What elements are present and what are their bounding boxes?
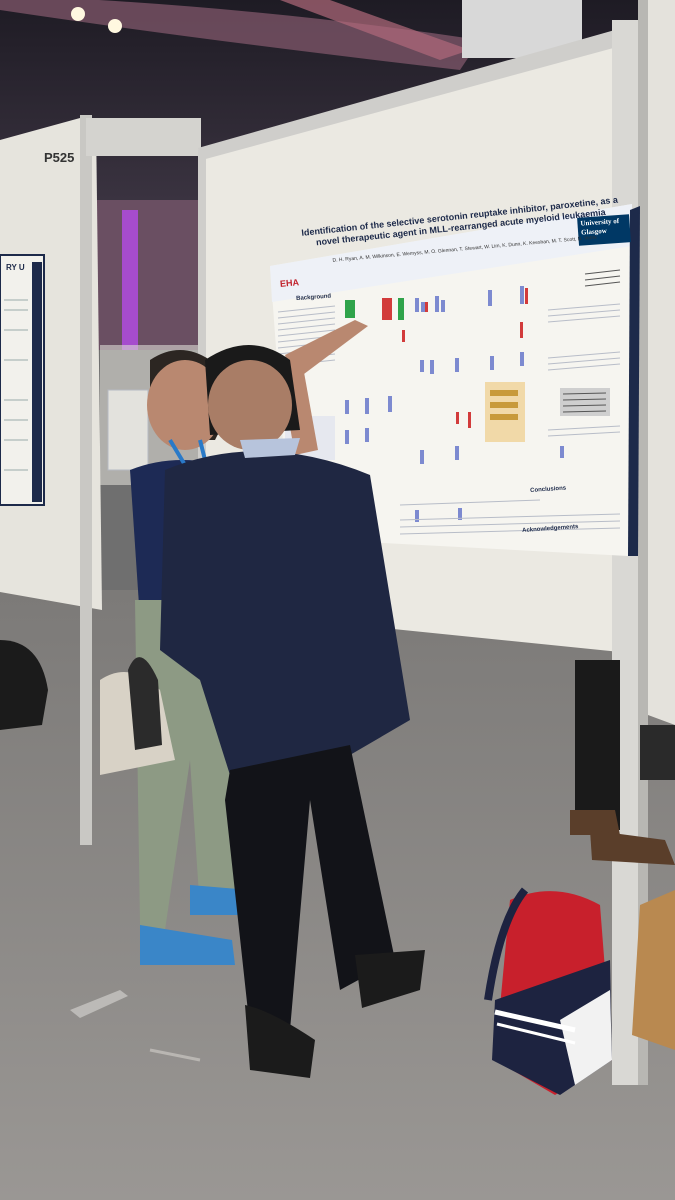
right-panel: [648, 0, 675, 725]
backpack-floor-left: [0, 640, 48, 730]
person-main: [160, 345, 425, 1078]
booth-number: P525: [44, 150, 75, 165]
ceiling-light: [71, 7, 85, 21]
main-poster: [270, 204, 632, 556]
purple-light: [122, 210, 138, 350]
ceiling-duct: [280, 0, 470, 60]
main-frame-right-pole-edge: [638, 0, 648, 1085]
paper-bag: [632, 890, 675, 1050]
left-poster-sidebar: [32, 262, 42, 502]
left-frame-pole: [80, 115, 92, 845]
floor-marking: [70, 990, 128, 1018]
main-poster-sidebar: [628, 206, 640, 556]
background-curtain: [92, 200, 202, 350]
main-poster-header-bar: [270, 204, 632, 302]
ceiling-duct: [0, 0, 480, 70]
floor-marking: [149, 1048, 201, 1062]
eha-logo: EHA: [279, 277, 300, 289]
main-frame-top: [198, 20, 650, 160]
person-behind-legs: [570, 660, 675, 865]
backpack-red: [484, 887, 612, 1095]
left-frame-top: [86, 118, 201, 156]
left-poster-header: RY U: [6, 263, 25, 272]
left-poster-text-lines: [4, 299, 28, 471]
tote-bag: [100, 657, 175, 775]
ceiling-light: [108, 19, 122, 33]
